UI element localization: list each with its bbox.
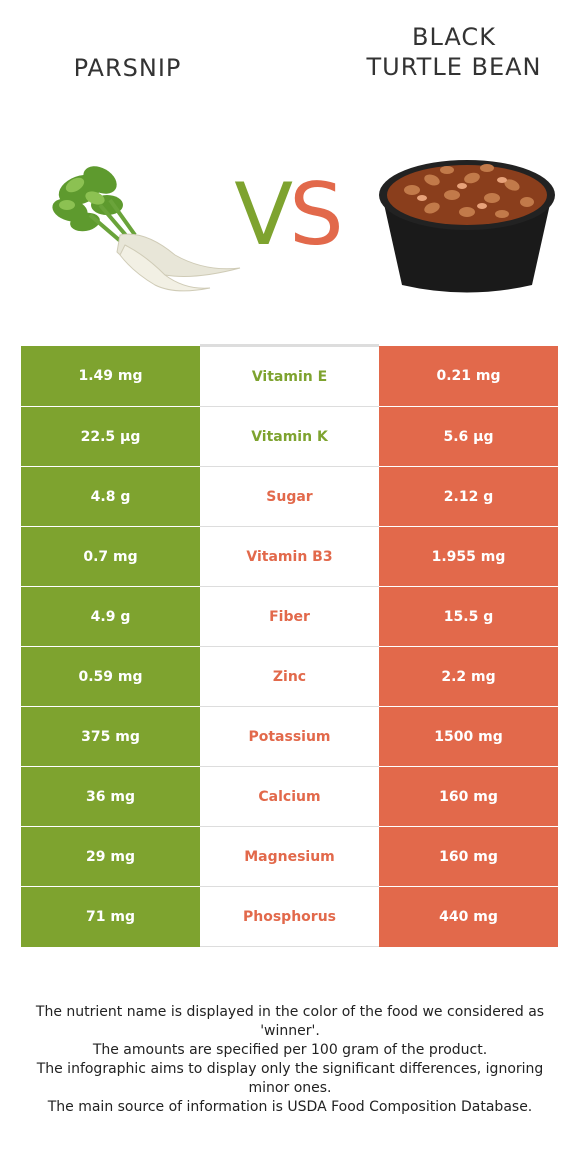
left-value: 4.8 g (21, 466, 200, 527)
nutrient-name: Potassium (200, 706, 379, 767)
footer-line-source: The main source of information is USDA F… (47, 1099, 533, 1115)
left-food-title: PARSNIP (73, 54, 182, 82)
nutrient-name: Zinc (200, 646, 379, 707)
nutrient-name: Vitamin K (200, 406, 379, 467)
nutrient-name: Sugar (200, 466, 379, 527)
nutrient-name: Calcium (200, 766, 379, 827)
comparison-row: 4.8 g Sugar 2.12 g (21, 466, 558, 527)
left-value: 375 mg (21, 706, 200, 767)
footer-line-amounts: The amounts are specified per 100 gram o… (92, 1042, 488, 1058)
left-value: 1.49 mg (21, 345, 200, 407)
vs-label: VS (234, 165, 343, 265)
footer-line-aims: The infographic aims to display only the… (36, 1061, 544, 1096)
nutrient-name: Vitamin B3 (200, 526, 379, 587)
right-value: 0.21 mg (379, 345, 558, 407)
right-value: 1500 mg (379, 706, 558, 767)
comparison-row: 4.9 g Fiber 15.5 g (21, 586, 558, 647)
nutrient-name: Magnesium (200, 826, 379, 887)
left-value: 22.5 µg (21, 406, 200, 467)
left-value: 29 mg (21, 826, 200, 887)
parsnip-image (52, 166, 241, 292)
right-value: 160 mg (379, 826, 558, 887)
left-value: 36 mg (21, 766, 200, 827)
right-value: 2.12 g (379, 466, 558, 527)
nutrient-name: Vitamin E (200, 344, 379, 407)
comparison-row: 36 mg Calcium 160 mg (21, 766, 558, 827)
comparison-row: 71 mg Phosphorus 440 mg (21, 886, 558, 947)
comparison-row: 0.59 mg Zinc 2.2 mg (21, 646, 558, 707)
footer-line-winner: The nutrient name is displayed in the co… (35, 1004, 545, 1039)
right-value: 1.955 mg (379, 526, 558, 587)
bean-bowl-image (379, 160, 555, 293)
footer-notes: The nutrient name is displayed in the co… (20, 1003, 560, 1117)
right-value: 440 mg (379, 886, 558, 947)
comparison-row: 22.5 µg Vitamin K 5.6 µg (21, 406, 558, 467)
right-value: 5.6 µg (379, 406, 558, 467)
comparison-row: 1.49 mg Vitamin E 0.21 mg (21, 344, 558, 407)
right-food-title: BLACK TURTLE BEAN (366, 23, 542, 81)
nutrient-name: Phosphorus (200, 886, 379, 947)
right-value: 15.5 g (379, 586, 558, 647)
left-value: 71 mg (21, 886, 200, 947)
comparison-row: 0.7 mg Vitamin B3 1.955 mg (21, 526, 558, 587)
nutrient-name: Fiber (200, 586, 379, 647)
comparison-row: 29 mg Magnesium 160 mg (21, 826, 558, 887)
comparison-row: 375 mg Potassium 1500 mg (21, 706, 558, 767)
right-value: 160 mg (379, 766, 558, 827)
left-value: 4.9 g (21, 586, 200, 647)
right-value: 2.2 mg (379, 646, 558, 707)
left-value: 0.59 mg (21, 646, 200, 707)
left-value: 0.7 mg (21, 526, 200, 587)
